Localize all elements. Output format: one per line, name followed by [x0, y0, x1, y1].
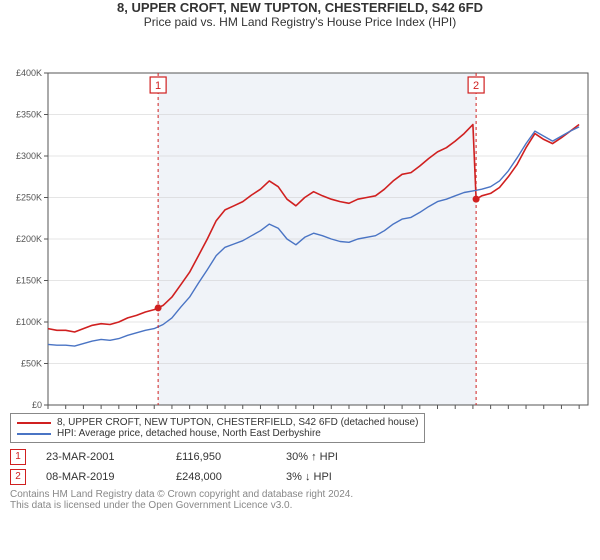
- y-tick-label: £0: [32, 400, 42, 409]
- footer-licence: This data is licensed under the Open Gov…: [0, 500, 600, 511]
- y-tick-label: £250K: [16, 193, 42, 203]
- transaction-marker: 1: [10, 449, 26, 465]
- legend: 8, UPPER CROFT, NEW TUPTON, CHESTERFIELD…: [10, 413, 600, 443]
- legend-item: 8, UPPER CROFT, NEW TUPTON, CHESTERFIELD…: [17, 417, 418, 428]
- transaction-row: 2 08-MAR-2019 £248,000 3% ↓ HPI: [0, 469, 600, 485]
- legend-label: 8, UPPER CROFT, NEW TUPTON, CHESTERFIELD…: [57, 417, 418, 428]
- transaction-delta: 30% ↑ HPI: [286, 451, 338, 463]
- legend-swatch: [17, 433, 51, 435]
- legend-label: HPI: Average price, detached house, Nort…: [57, 428, 321, 439]
- price-chart: £0 £50K £100K £150K £200K £250K £300K £350K £400…: [0, 29, 600, 409]
- transaction-row: 1 23-MAR-2001 £116,950 30% ↑ HPI: [0, 449, 600, 465]
- transaction-date: 23-MAR-2001: [46, 451, 156, 463]
- y-tick-label: £300K: [16, 151, 42, 161]
- legend-item: HPI: Average price, detached house, Nort…: [17, 428, 418, 439]
- chart-title: 8, UPPER CROFT, NEW TUPTON, CHESTERFIELD…: [0, 0, 600, 15]
- event-marker-label-2: 2: [473, 80, 479, 92]
- transaction-table: 1 23-MAR-2001 £116,950 30% ↑ HPI 2 08-MAR-201…: [0, 449, 600, 485]
- event-dot-2: [473, 196, 480, 203]
- transaction-delta: 3% ↓ HPI: [286, 471, 332, 483]
- y-tick-label: £50K: [21, 359, 42, 369]
- footer-copyright: Contains HM Land Registry data © Crown c…: [0, 489, 600, 500]
- chart-subtitle: Price paid vs. HM Land Registry's House …: [0, 15, 600, 29]
- y-tick-label: £100K: [16, 317, 42, 327]
- y-tick-label: £150K: [16, 276, 42, 286]
- transaction-price: £116,950: [176, 451, 266, 463]
- transaction-price: £248,000: [176, 471, 266, 483]
- event-dot-1: [155, 304, 162, 311]
- y-tick-label: £200K: [16, 234, 42, 244]
- transaction-date: 08-MAR-2019: [46, 471, 156, 483]
- y-tick-label: £400K: [16, 68, 42, 78]
- transaction-marker: 2: [10, 469, 26, 485]
- y-tick-label: £350K: [16, 110, 42, 120]
- event-marker-label-1: 1: [155, 80, 161, 92]
- legend-swatch: [17, 422, 51, 424]
